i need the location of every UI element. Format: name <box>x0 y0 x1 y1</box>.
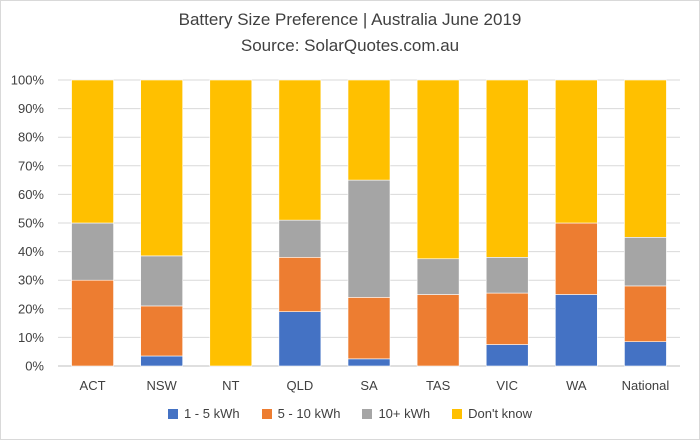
bar-segment <box>347 297 391 360</box>
y-tick-label: 90% <box>18 101 44 116</box>
legend-entry: 5 - 10 kWh <box>261 406 341 421</box>
bar-segment <box>278 79 322 221</box>
y-tick-label: 60% <box>18 187 44 202</box>
bar-segment <box>278 219 322 258</box>
y-tick-label: 100% <box>11 73 45 88</box>
legend-label: 1 - 5 kWh <box>183 406 240 421</box>
legend-entry: 10+ kWh <box>362 406 430 421</box>
bar-segment <box>624 341 667 367</box>
bar-segment <box>140 305 183 357</box>
bar-segment <box>140 255 183 307</box>
bar-segment <box>416 258 460 295</box>
bar-segment <box>624 79 667 238</box>
legend-swatch <box>261 408 272 419</box>
bar-segment <box>485 292 529 345</box>
x-tick-label: QLD <box>287 378 314 393</box>
legend-swatch <box>362 408 373 419</box>
bar-segment <box>140 355 183 367</box>
bar-segment <box>347 79 391 181</box>
bar-segment <box>347 358 391 367</box>
bar-segment <box>71 222 114 281</box>
x-tick-label: ACT <box>80 378 106 393</box>
y-tick-label: 30% <box>18 273 44 288</box>
bar-segment <box>416 294 460 367</box>
legend-label: Don't know <box>468 406 533 421</box>
chart-legend: 1 - 5 kWh 5 - 10 kWh 10+ kWh Don't know <box>0 406 700 421</box>
legend-label: 5 - 10 kWh <box>277 406 341 421</box>
bar-segment <box>140 79 183 257</box>
y-tick-label: 40% <box>18 244 44 259</box>
x-tick-label: TAS <box>426 378 451 393</box>
y-tick-label: 10% <box>18 330 44 345</box>
bar-segment <box>624 237 667 287</box>
y-tick-label: 20% <box>18 301 44 316</box>
bar-segment <box>555 294 598 367</box>
y-tick-label: 70% <box>18 158 44 173</box>
y-tick-label: 80% <box>18 130 44 145</box>
chart-title: Battery Size Preference | Australia June… <box>178 10 522 29</box>
legend-label: 10+ kWh <box>378 406 431 421</box>
bar-segment <box>485 344 529 367</box>
bar-segment <box>278 257 322 312</box>
bar-segment <box>71 279 114 367</box>
y-tick-label: 50% <box>18 216 44 231</box>
y-tick-label: 0% <box>25 359 44 374</box>
chart-subtitle: Source: SolarQuotes.com.au <box>240 36 460 55</box>
bar-segment <box>416 79 460 260</box>
bar-segment <box>485 79 529 258</box>
x-tick-label: NSW <box>146 378 177 393</box>
x-tick-label: VIC <box>496 378 518 393</box>
bar-segment <box>209 79 253 367</box>
x-tick-label: NT <box>222 378 239 393</box>
legend-entry: 1 - 5 kWh <box>167 406 240 421</box>
legend-swatch <box>452 408 463 419</box>
bar-segment <box>278 311 322 367</box>
bar-segment <box>555 79 598 224</box>
bar-segment <box>624 285 667 342</box>
x-tick-label: SA <box>360 378 378 393</box>
bar-segment <box>347 179 391 298</box>
bar-segment <box>485 257 529 294</box>
bar-segment <box>71 79 114 224</box>
x-tick-label: National <box>622 378 670 393</box>
legend-swatch <box>167 408 178 419</box>
bar-segment <box>555 222 598 295</box>
x-tick-label: WA <box>566 378 587 393</box>
legend-entry: Don't know <box>452 406 532 421</box>
